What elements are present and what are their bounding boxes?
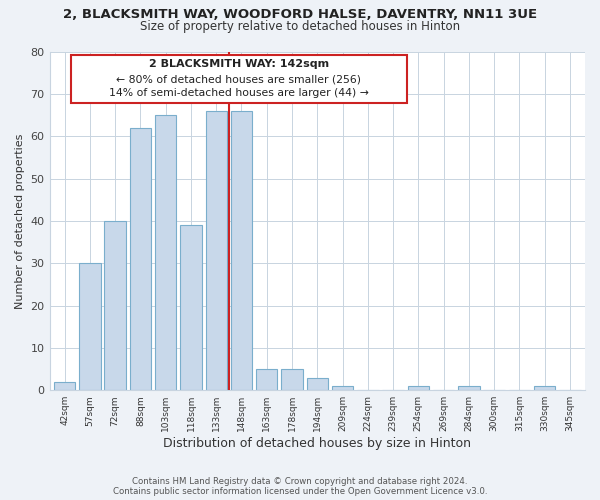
Text: Contains HM Land Registry data © Crown copyright and database right 2024.: Contains HM Land Registry data © Crown c… (132, 477, 468, 486)
Bar (281, 369, 303, 390)
X-axis label: Distribution of detached houses by size in Hinton: Distribution of detached houses by size … (163, 437, 471, 450)
Text: Size of property relative to detached houses in Hinton: Size of property relative to detached ho… (140, 20, 460, 33)
Bar (130, 128, 151, 390)
Bar (79, 263, 101, 390)
Y-axis label: Number of detached properties: Number of detached properties (15, 133, 25, 308)
Bar (458, 386, 479, 390)
Bar (307, 378, 328, 390)
Bar (407, 386, 429, 390)
Text: 2 BLACKSMITH WAY: 142sqm: 2 BLACKSMITH WAY: 142sqm (149, 59, 329, 69)
Bar (54, 382, 76, 390)
Bar (104, 221, 126, 390)
Text: Contains public sector information licensed under the Open Government Licence v3: Contains public sector information licen… (113, 487, 487, 496)
Bar (206, 111, 227, 390)
Bar (180, 225, 202, 390)
Text: ← 80% of detached houses are smaller (256): ← 80% of detached houses are smaller (25… (116, 74, 361, 84)
Text: 14% of semi-detached houses are larger (44) →: 14% of semi-detached houses are larger (… (109, 88, 369, 98)
Bar (155, 115, 176, 390)
Bar (231, 111, 252, 390)
Bar (534, 386, 556, 390)
Bar (332, 386, 353, 390)
Bar (256, 369, 277, 390)
Text: 2, BLACKSMITH WAY, WOODFORD HALSE, DAVENTRY, NN11 3UE: 2, BLACKSMITH WAY, WOODFORD HALSE, DAVEN… (63, 8, 537, 20)
